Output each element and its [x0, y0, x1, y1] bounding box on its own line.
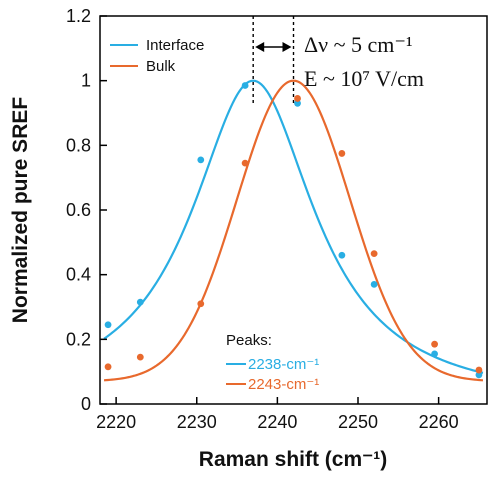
- y-tick-label: 0.8: [66, 135, 91, 155]
- peaks-title: Peaks:: [226, 332, 272, 349]
- point-bulk-6: [370, 250, 378, 258]
- legend-label-bulk: Bulk: [146, 58, 176, 75]
- field-annotation: E ~ 10⁷ V/cm: [304, 66, 424, 91]
- point-interface-8: [475, 371, 483, 379]
- point-bulk-5: [338, 150, 346, 157]
- x-axis-title: Raman shift (cm⁻¹): [199, 448, 387, 471]
- peaks-label-interface: 2238-cm⁻¹: [248, 356, 319, 373]
- point-bulk-4: [294, 95, 301, 102]
- fit-curve-interface: [103, 79, 484, 374]
- separation-arrowhead-right: [282, 42, 292, 52]
- point-interface-5: [338, 251, 346, 259]
- x-tick-label: 2220: [96, 412, 136, 432]
- point-bulk-2: [197, 300, 205, 308]
- point-interface-7: [431, 350, 438, 358]
- separation-arrowhead-left: [255, 42, 265, 52]
- y-tick-label: 1.2: [66, 6, 91, 26]
- y-tick-label: 0.6: [66, 200, 91, 220]
- y-axis-ticks: 0 0.2 0.4 0.6 0.8 1 1.2: [66, 6, 107, 414]
- y-tick-label: 1: [81, 71, 91, 91]
- y-axis-title: Normalized pure SREF: [9, 97, 32, 324]
- y-tick-label: 0: [81, 394, 91, 414]
- point-interface-4: [294, 99, 301, 107]
- x-tick-label: 2230: [177, 412, 217, 432]
- x-axis-ticks: 2220 2230 2240 2250 2260: [96, 397, 459, 432]
- x-tick-label: 2250: [338, 412, 378, 432]
- point-bulk-0: [104, 363, 112, 371]
- point-interface-6: [370, 280, 378, 288]
- x-tick-label: 2260: [419, 412, 459, 432]
- annotation-layer: [252, 16, 295, 103]
- point-interface-1: [136, 298, 144, 306]
- fit-curves: [103, 79, 484, 382]
- delta-nu-annotation: Δν ~ 5 cm⁻¹: [304, 32, 413, 57]
- point-bulk-8: [475, 366, 483, 374]
- y-tick-label: 0.4: [66, 265, 91, 285]
- point-interface-2: [197, 156, 205, 164]
- legend: Interface Bulk: [110, 37, 204, 75]
- fit-curve-bulk: [103, 79, 484, 382]
- legend-label-interface: Interface: [146, 37, 204, 54]
- peaks-label-bulk: 2243-cm⁻¹: [248, 376, 319, 393]
- point-bulk-1: [136, 353, 144, 361]
- point-bulk-7: [431, 340, 438, 348]
- point-interface-3: [241, 82, 249, 89]
- y-tick-label: 0.2: [66, 329, 91, 349]
- point-interface-0: [104, 321, 112, 329]
- data-points: [104, 82, 483, 379]
- point-bulk-3: [241, 159, 249, 167]
- x-tick-label: 2240: [257, 412, 297, 432]
